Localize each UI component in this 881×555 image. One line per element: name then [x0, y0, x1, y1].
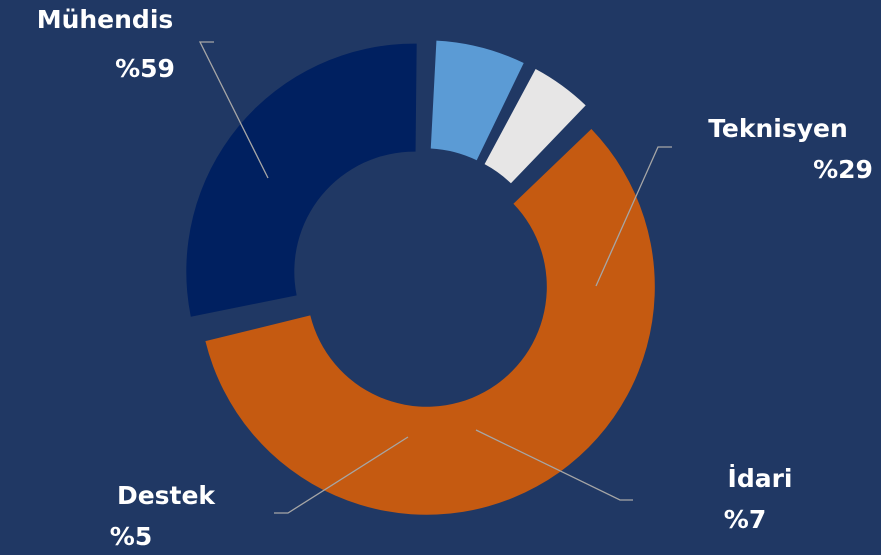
slice-percent-label-3: %5: [110, 522, 152, 551]
slice-0: [205, 128, 655, 515]
slice-3: [484, 68, 586, 184]
leader-lines-layer: [198, 41, 672, 514]
slice-name-label-1: Teknisyen: [708, 114, 848, 143]
slice-percent-label-1: %29: [813, 155, 873, 184]
leader-line-0: [198, 41, 269, 179]
slice-name-label-3: Destek: [117, 481, 216, 510]
slice-name-label-0: Mühendis: [37, 5, 174, 34]
slices-layer: [186, 40, 655, 515]
slice-1: [186, 43, 417, 317]
slice-percent-label-2: %7: [724, 505, 766, 534]
leader-line-1: [595, 146, 672, 287]
labels-layer: Mühendis %59 Teknisyen %29 İdari %7 Destek %5: [37, 5, 873, 551]
slice-percent-label-0: %59: [115, 54, 175, 83]
slice-2: [430, 40, 524, 161]
leader-line-3: [274, 436, 409, 514]
leader-line-2: [475, 429, 633, 501]
slice-name-label-2: İdari: [728, 463, 793, 493]
